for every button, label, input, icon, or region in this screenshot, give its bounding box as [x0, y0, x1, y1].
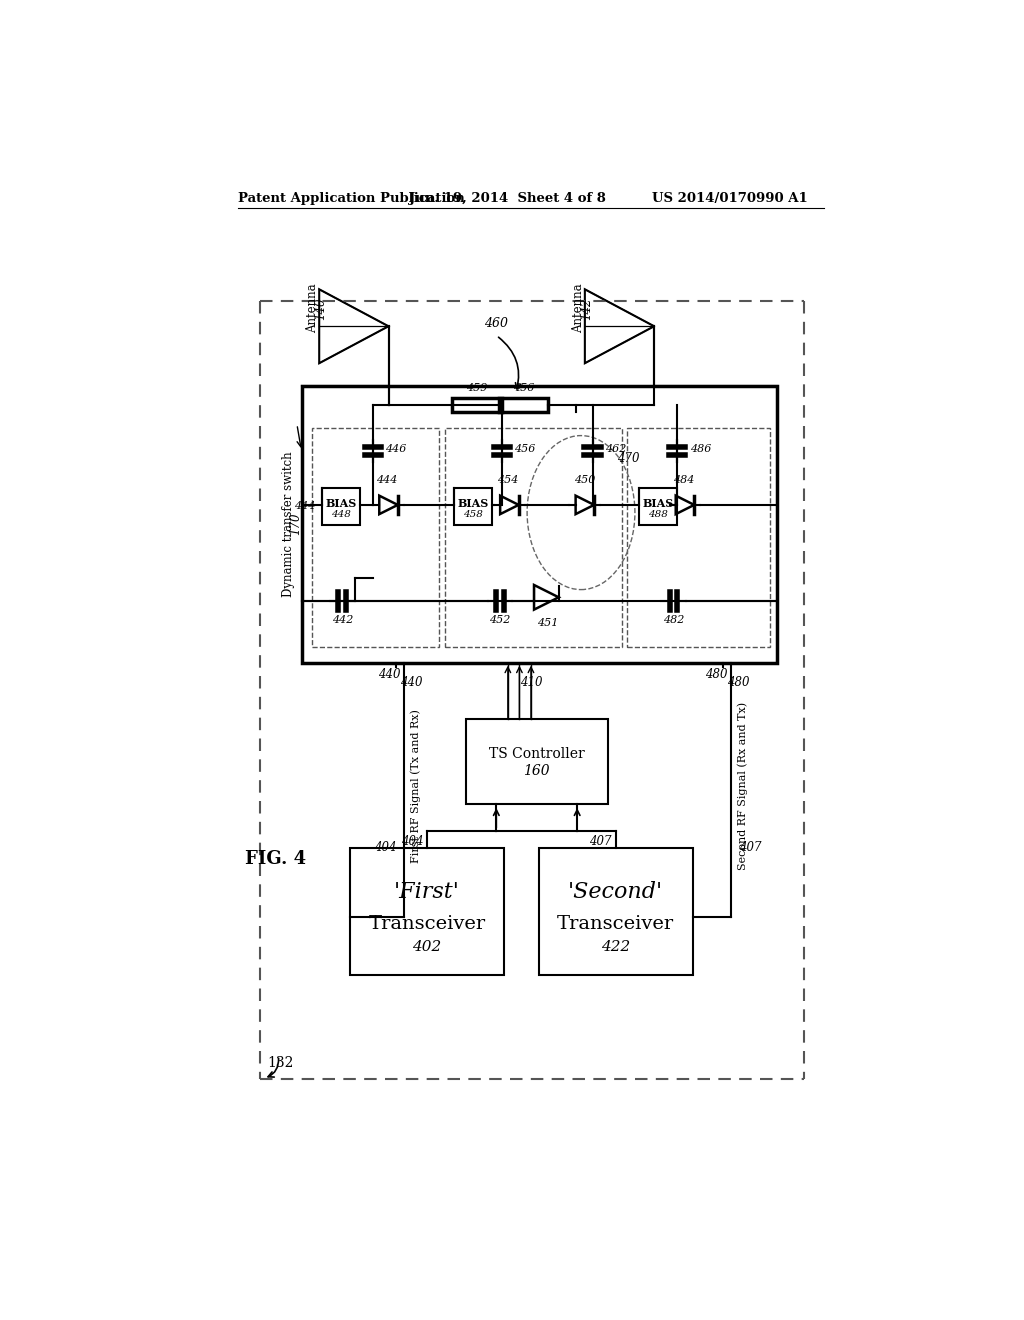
- Text: First RF Signal (Tx and Rx): First RF Signal (Tx and Rx): [410, 709, 421, 863]
- Bar: [322, 488, 360, 525]
- Text: 480: 480: [727, 676, 750, 689]
- Text: 486: 486: [689, 445, 711, 454]
- Bar: [628, 428, 770, 647]
- Text: Antenna: Antenna: [572, 284, 585, 334]
- Text: 140: 140: [314, 297, 328, 319]
- Text: 448: 448: [331, 510, 350, 519]
- Text: 444: 444: [376, 475, 397, 486]
- Text: 452: 452: [489, 615, 511, 624]
- Text: TS Controller: TS Controller: [488, 747, 585, 760]
- Text: 456: 456: [513, 383, 534, 393]
- Text: Antenna: Antenna: [306, 284, 319, 334]
- Text: Second RF Signal (Rx and Tx): Second RF Signal (Rx and Tx): [737, 702, 748, 870]
- Text: 444: 444: [294, 502, 315, 511]
- Text: 440: 440: [378, 668, 400, 681]
- Text: 450: 450: [574, 475, 596, 486]
- Text: 132: 132: [267, 1056, 294, 1071]
- Bar: [444, 428, 622, 647]
- Bar: [350, 847, 504, 974]
- Bar: [311, 428, 438, 647]
- Text: 410: 410: [520, 676, 543, 689]
- Text: 470: 470: [617, 453, 640, 465]
- Text: 160: 160: [523, 763, 550, 777]
- Text: 459: 459: [466, 383, 487, 393]
- Text: 456: 456: [514, 445, 536, 454]
- Text: 142: 142: [580, 297, 593, 319]
- Text: 170: 170: [290, 513, 303, 536]
- Text: BIAS: BIAS: [458, 498, 488, 510]
- Text: Dynamic transfer switch: Dynamic transfer switch: [282, 451, 295, 597]
- Text: 'Second': 'Second': [568, 880, 664, 903]
- Bar: [453, 397, 502, 412]
- Bar: [454, 488, 493, 525]
- Text: 451: 451: [538, 618, 558, 628]
- Text: 484: 484: [673, 475, 694, 486]
- Text: BIAS: BIAS: [642, 498, 674, 510]
- Text: 404: 404: [374, 841, 396, 854]
- Text: US 2014/0170990 A1: US 2014/0170990 A1: [652, 191, 808, 205]
- Text: 442: 442: [332, 615, 353, 624]
- Text: 407: 407: [739, 841, 762, 854]
- Text: 480: 480: [705, 668, 727, 681]
- Text: 482: 482: [663, 615, 684, 624]
- Text: Transceiver: Transceiver: [557, 915, 674, 933]
- Text: 488: 488: [648, 510, 668, 519]
- Text: FIG. 4: FIG. 4: [245, 850, 305, 869]
- Text: BIAS: BIAS: [326, 498, 356, 510]
- Text: Transceiver: Transceiver: [369, 915, 485, 933]
- Text: 462: 462: [605, 445, 627, 454]
- Text: 446: 446: [385, 445, 407, 454]
- Bar: [499, 397, 548, 412]
- Text: 402: 402: [413, 940, 441, 953]
- Text: 407: 407: [589, 834, 611, 847]
- Text: 440: 440: [400, 676, 423, 689]
- Text: 422: 422: [601, 940, 631, 953]
- Text: 460: 460: [484, 317, 508, 330]
- Text: 404: 404: [400, 834, 423, 847]
- Bar: [301, 387, 777, 663]
- Text: Patent Application Publication: Patent Application Publication: [239, 191, 465, 205]
- Text: 454: 454: [498, 475, 518, 486]
- Bar: [539, 847, 692, 974]
- Bar: [639, 488, 677, 525]
- Text: 'First': 'First': [394, 880, 460, 903]
- Bar: [466, 719, 608, 804]
- Text: 458: 458: [463, 510, 483, 519]
- Text: Jun. 19, 2014  Sheet 4 of 8: Jun. 19, 2014 Sheet 4 of 8: [410, 191, 606, 205]
